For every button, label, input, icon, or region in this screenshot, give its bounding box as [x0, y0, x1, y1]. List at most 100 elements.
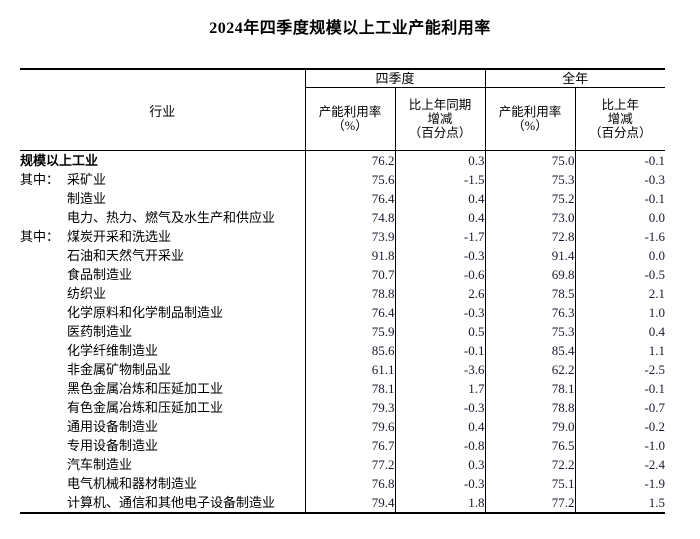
header-year-rate-line1: 产能利用率	[498, 105, 562, 119]
row-year-change: -1.9	[574, 474, 666, 493]
row-year-rate: 78.8	[484, 398, 576, 417]
row-quarter-rate: 74.8	[304, 208, 395, 227]
header-row-subs: 产能利用率 （%） 比上年同期 增减 （百分点） 产能利用率 （%） 比上年	[20, 87, 666, 151]
capacity-utilization-table: 行业 四季度 全年 产能利用率 （%） 比上年同期 增减 （百分点）	[20, 68, 666, 514]
row-year-change: -0.2	[574, 417, 666, 436]
row-quarter-change: 0.5	[394, 322, 486, 341]
header-year-change: 比上年 增减 （百分点）	[574, 87, 666, 151]
header-quarter-rate-line2: （%）	[332, 119, 368, 133]
row-quarter-rate: 76.2	[304, 150, 395, 170]
table-body: 规模以上工业 76.2 0.3 75.0 -0.1 其中： 采矿业 75.6 -1.5 75.3-…	[20, 150, 666, 514]
header-group-quarter: 四季度	[304, 68, 486, 88]
table-row: 其中： 煤炭开采和洗选业 73.9 -1.7 72.8 -1.6	[20, 227, 666, 246]
row-industry-label: 汽车制造业	[20, 455, 305, 474]
row-industry-label: 制造业	[20, 189, 305, 208]
row-quarter-rate: 75.9	[304, 322, 395, 341]
row-quarter-rate: 76.8	[304, 474, 395, 493]
row-year-rate: 79.0	[484, 417, 576, 436]
header-quarter-rate-line1: 产能利用率	[318, 105, 382, 119]
header-year-change-line1: 比上年	[601, 98, 640, 112]
row-industry-label: 专用设备制造业	[20, 436, 305, 455]
row-quarter-change: -3.6	[394, 360, 486, 379]
row-quarter-rate: 73.9	[304, 227, 395, 246]
row-industry-label: 电力、热力、燃气及水生产和供应业	[20, 208, 305, 227]
row-year-change: -0.5	[574, 265, 666, 284]
row-year-change: -0.1	[574, 150, 666, 170]
row-year-rate: 75.3	[484, 322, 576, 341]
row-year-rate: 91.4	[484, 246, 576, 265]
row-label-text: 通用设备制造业	[67, 419, 159, 434]
row-quarter-rate: 61.1	[304, 360, 395, 379]
row-quarter-rate: 77.2	[304, 455, 395, 474]
table-row: 通用设备制造业 79.6 0.4 79.0 -0.2	[20, 417, 666, 436]
row-label-text: 采矿业	[67, 172, 107, 187]
row-quarter-rate: 78.8	[304, 284, 395, 303]
row-quarter-change: 1.8	[394, 493, 486, 514]
table-row: 纺织业 78.8 2.6 78.5 2.1	[20, 284, 666, 303]
row-industry-label: 化学纤维制造业	[20, 341, 305, 360]
row-quarter-change: 0.4	[394, 208, 486, 227]
row-quarter-rate: 91.8	[304, 246, 395, 265]
row-year-rate: 75.0	[484, 150, 576, 170]
header-industry: 行业	[20, 68, 305, 151]
table-row: 食品制造业 70.7 -0.6 69.8 -0.5	[20, 265, 666, 284]
table-row: 专用设备制造业 76.7 -0.8 76.5 -1.0	[20, 436, 666, 455]
row-year-rate: 69.8	[484, 265, 576, 284]
row-quarter-rate: 79.3	[304, 398, 395, 417]
table-row: 石油和天然气开采业 91.8 -0.3 91.4 0.0	[20, 246, 666, 265]
row-quarter-change: 0.3	[394, 150, 486, 170]
row-industry-label: 通用设备制造业	[20, 417, 305, 436]
table-row: 化学纤维制造业 85.6 -0.1 85.4 1.1	[20, 341, 666, 360]
row-industry-label: 医药制造业	[20, 322, 305, 341]
table-row: 电气机械和器材制造业 76.8 -0.3 75.1 -1.9	[20, 474, 666, 493]
row-label-text: 电力、热力、燃气及水生产和供应业	[67, 210, 276, 225]
row-label-prefix: 其中：	[20, 172, 60, 187]
row-quarter-change: 0.4	[394, 417, 486, 436]
row-industry-label: 非金属矿物制品业	[20, 360, 305, 379]
row-quarter-change: -0.8	[394, 436, 486, 455]
row-quarter-rate: 70.7	[304, 265, 395, 284]
page-title: 2024年四季度规模以上工业产能利用率	[209, 20, 491, 37]
row-label-text: 电气机械和器材制造业	[67, 476, 198, 491]
row-year-rate: 75.2	[484, 189, 576, 208]
row-quarter-rate: 75.6	[304, 170, 395, 189]
row-year-change: 1.0	[574, 303, 666, 322]
row-year-rate: 76.3	[484, 303, 576, 322]
row-industry-label: 规模以上工业	[20, 151, 305, 171]
table-row: 制造业 76.4 0.4 75.2 -0.1	[20, 189, 666, 208]
row-quarter-change: -0.1	[394, 341, 486, 360]
row-year-change: -0.1	[574, 189, 666, 208]
row-year-change: 1.1	[574, 341, 666, 360]
row-year-rate: 75.3	[484, 170, 576, 189]
row-year-rate: 76.5	[484, 436, 576, 455]
row-year-change: 0.4	[574, 322, 666, 341]
row-year-rate: 73.0	[484, 208, 576, 227]
row-quarter-change: -0.3	[394, 246, 486, 265]
row-year-change: 0.0	[574, 208, 666, 227]
row-industry-label: 有色金属冶炼和压延加工业	[20, 398, 305, 417]
header-quarter-change: 比上年同期 增减 （百分点）	[394, 87, 486, 151]
row-year-rate: 75.1	[484, 474, 576, 493]
row-year-change: -0.7	[574, 398, 666, 417]
table-row: 计算机、通信和其他电子设备制造业 79.4 1.8 77.2 1.5	[20, 493, 666, 514]
row-industry-label: 化学原料和化学制品制造业	[20, 303, 305, 322]
row-quarter-change: 1.7	[394, 379, 486, 398]
table-row: 电力、热力、燃气及水生产和供应业 74.8 0.4 73.0 0.0	[20, 208, 666, 227]
row-label-text: 非金属矿物制品业	[67, 362, 172, 377]
table-row: 有色金属冶炼和压延加工业 79.3 -0.3 78.8 -0.7	[20, 398, 666, 417]
row-year-change: 1.5	[574, 493, 666, 514]
header-year-rate: 产能利用率 （%）	[484, 87, 576, 151]
row-year-change: 0.0	[574, 246, 666, 265]
row-label-text: 黑色金属冶炼和压延加工业	[67, 381, 224, 396]
row-year-rate: 77.2	[484, 493, 576, 514]
table-row: 汽车制造业 77.2 0.3 72.2 -2.4	[20, 455, 666, 474]
row-year-change: -2.4	[574, 455, 666, 474]
row-quarter-rate: 79.6	[304, 417, 395, 436]
header-quarter-change-line2: 增减	[427, 112, 453, 126]
row-year-rate: 72.2	[484, 455, 576, 474]
row-industry-label: 食品制造业	[20, 265, 305, 284]
table-row: 医药制造业 75.9 0.5 75.3 0.4	[20, 322, 666, 341]
header-year-rate-line2: （%）	[512, 119, 548, 133]
row-year-change: 2.1	[574, 284, 666, 303]
row-quarter-change: 0.4	[394, 189, 486, 208]
